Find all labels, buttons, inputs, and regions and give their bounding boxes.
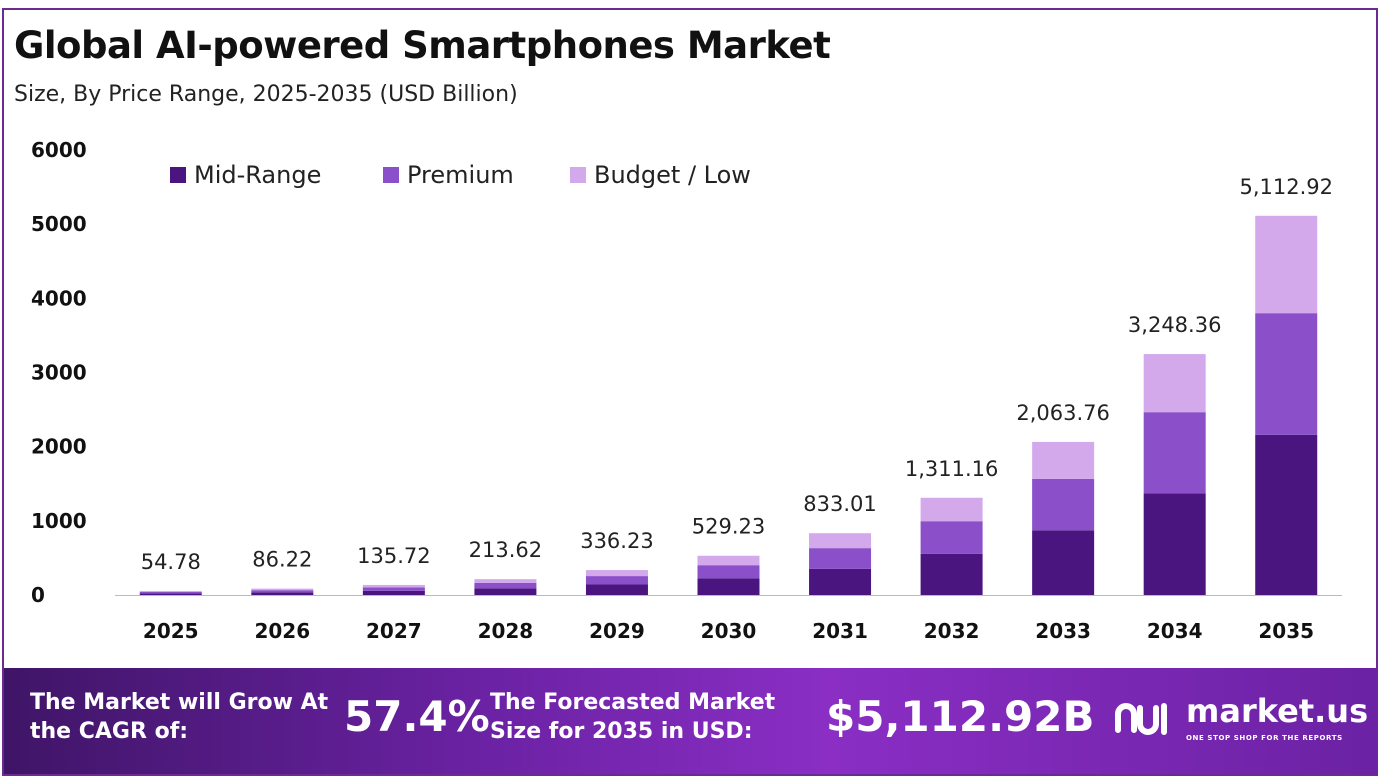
- bar-segment-mid-range: [474, 588, 537, 595]
- bar-segment-budget-low: [585, 570, 648, 577]
- bar-segment-budget-low: [1143, 354, 1206, 413]
- bar-segment-premium: [1255, 313, 1318, 435]
- x-tick-label: 2032: [924, 619, 980, 643]
- x-tick-label: 2034: [1147, 619, 1203, 643]
- legend-label: Budget / Low: [594, 161, 751, 189]
- bar-segment-budget-low: [1032, 441, 1095, 479]
- bar-segment-budget-low: [809, 533, 872, 549]
- bar-segment-budget-low: [362, 584, 425, 588]
- data-label: 529.23: [692, 515, 765, 539]
- x-tick-label: 2026: [254, 619, 310, 643]
- bar-segment-mid-range: [920, 553, 983, 595]
- legend-swatch: [570, 167, 586, 183]
- bar-segment-mid-range: [1032, 530, 1095, 595]
- y-tick-label: 4000: [31, 286, 87, 310]
- bar-segment-premium: [251, 590, 314, 593]
- bar-segment-mid-range: [139, 593, 202, 595]
- brand-logo[interactable]: market.us ONE STOP SHOP FOR THE REPORTS: [1112, 690, 1372, 754]
- bar-segment-mid-range: [585, 584, 648, 595]
- bar-segment-mid-range: [809, 568, 872, 595]
- data-label: 2,063.76: [1016, 401, 1110, 425]
- market-us-logo-icon: [1115, 703, 1167, 735]
- bar-segment-budget-low: [251, 588, 314, 591]
- y-tick-label: 2000: [31, 435, 87, 459]
- data-label: 336.23: [580, 529, 653, 553]
- legend-label: Mid-Range: [194, 161, 321, 189]
- data-label: 213.62: [469, 538, 542, 562]
- data-label: 86.22: [252, 548, 312, 572]
- bar-segment-budget-low: [1255, 215, 1318, 314]
- bar-segment-mid-range: [1255, 434, 1318, 595]
- legend-label: Premium: [407, 161, 514, 189]
- x-tick-label: 2028: [478, 619, 534, 643]
- legend-swatch: [170, 167, 186, 183]
- bar-segment-premium: [585, 576, 648, 585]
- x-tick-label: 2030: [701, 619, 757, 643]
- bar-segment-premium: [697, 565, 760, 579]
- data-label: 5,112.92: [1239, 175, 1333, 199]
- data-label: 1,311.16: [905, 457, 999, 481]
- forecast-label: The Forecasted Market Size for 2035 in U…: [490, 690, 776, 744]
- x-tick-label: 2033: [1035, 619, 1091, 643]
- bar-segment-mid-range: [697, 578, 760, 595]
- y-tick-label: 3000: [31, 361, 87, 385]
- brand-tagline: ONE STOP SHOP FOR THE REPORTS: [1186, 734, 1343, 742]
- bar-segment-premium: [809, 548, 872, 569]
- forecast-value: $5,112.92B: [826, 692, 1095, 741]
- data-label: 54.78: [141, 550, 201, 574]
- data-label: 833.01: [803, 492, 876, 516]
- bar-segment-mid-range: [251, 592, 314, 595]
- footer-banner: The Market will Grow At the CAGR of: 57.…: [4, 668, 1378, 774]
- bar-segment-budget-low: [139, 590, 202, 592]
- x-tick-label: 2029: [589, 619, 645, 643]
- brand-name: market.us: [1186, 692, 1369, 730]
- bar-segment-premium: [362, 587, 425, 591]
- bar-segment-premium: [920, 521, 983, 554]
- bar-segment-mid-range: [1143, 493, 1206, 595]
- stacked-bar-chart: 0 1000 2000 3000 4000 5000 6000 54.78 2025 86.22 2…: [31, 138, 1342, 643]
- legend-swatch: [383, 167, 399, 183]
- x-tick-label: 2035: [1258, 619, 1314, 643]
- bar-segment-premium: [1143, 412, 1206, 494]
- cagr-label: The Market will Grow At the CAGR of:: [30, 690, 329, 744]
- y-tick-label: 6000: [31, 138, 87, 162]
- data-label: 3,248.36: [1128, 313, 1222, 337]
- chart-subtitle: Size, By Price Range, 2025-2035 (USD Bil…: [14, 82, 518, 107]
- bar-segment-budget-low: [697, 555, 760, 566]
- x-tick-label: 2027: [366, 619, 422, 643]
- x-tick-label: 2031: [812, 619, 868, 643]
- bar-segment-premium: [139, 591, 202, 594]
- y-tick-label: 0: [31, 583, 45, 607]
- bar-segment-budget-low: [920, 497, 983, 522]
- bar-segment-premium: [1032, 478, 1095, 531]
- data-label: 135.72: [357, 544, 430, 568]
- x-tick-label: 2025: [143, 619, 199, 643]
- cagr-value: 57.4%: [344, 692, 490, 741]
- chart-title: Global AI-powered Smartphones Market: [14, 24, 831, 67]
- y-tick-label: 5000: [31, 212, 87, 236]
- bar-segment-premium: [474, 582, 537, 589]
- bar-segment-mid-range: [362, 590, 425, 595]
- bar-segment-budget-low: [474, 579, 537, 583]
- y-tick-label: 1000: [31, 509, 87, 533]
